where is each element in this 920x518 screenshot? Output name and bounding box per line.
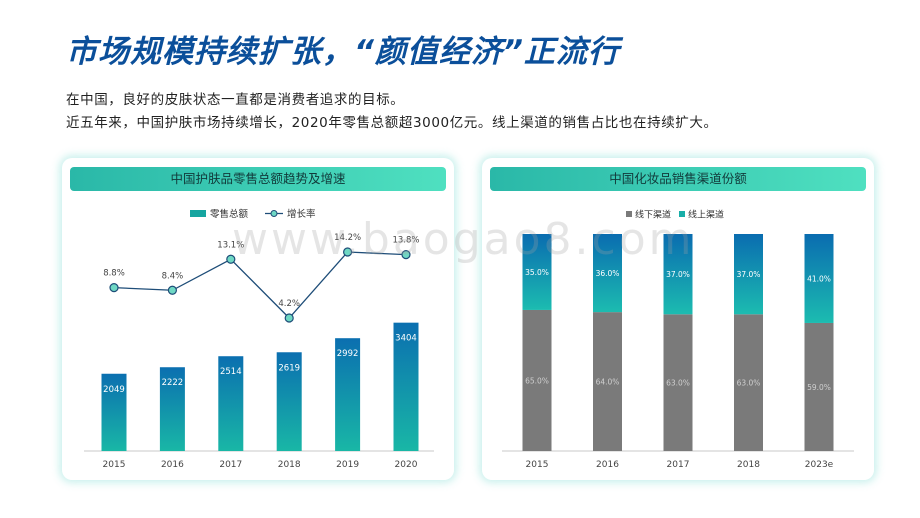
growth-line xyxy=(113,251,407,319)
legend-label-offline: 线下渠道 xyxy=(635,209,671,221)
growth-point-2017 xyxy=(226,254,236,264)
growth-point-2016 xyxy=(167,285,178,295)
x-tick-label: 2015 xyxy=(526,460,549,470)
legend-label-online: 线上渠道 xyxy=(688,209,724,221)
bar-online-2017 xyxy=(663,234,693,315)
bar-offline-2015 xyxy=(522,309,552,451)
sales-trend-chart-title: 中国护肤品零售总额趋势及增速 xyxy=(70,167,446,191)
bar-2017 xyxy=(218,356,244,451)
online-value-label: 37.0% xyxy=(737,270,761,279)
growth-value-label: 4.2% xyxy=(278,299,300,309)
online-value-label: 41.0% xyxy=(807,274,831,283)
x-tick-label: 2016 xyxy=(161,460,184,470)
x-tick-label: 2017 xyxy=(667,460,690,470)
bar-offline-2016 xyxy=(593,312,622,451)
growth-value-label: 14.2% xyxy=(334,233,361,243)
offline-value-label: 59.0% xyxy=(807,383,831,392)
channel-share-chart: 线下渠道 线上渠道 35.0% 65.0% 2015 36.0% 64.0% 2016 37.0… xyxy=(502,209,854,470)
legend-swatch-offline xyxy=(626,211,632,217)
bar-value-label: 2049 xyxy=(103,385,125,395)
legend-marker-growth xyxy=(270,210,278,217)
bar-online-2016 xyxy=(593,234,622,313)
growth-point-2020 xyxy=(401,250,411,260)
bar-2019 xyxy=(335,338,361,451)
bar-value-label: 2222 xyxy=(162,378,184,388)
x-tick-label: 2020 xyxy=(395,460,418,470)
x-tick-label: 2019 xyxy=(336,460,359,470)
bar-offline-2023e xyxy=(804,322,834,451)
bar-offline-2018 xyxy=(734,314,763,451)
growth-point-2018 xyxy=(284,313,294,323)
offline-value-label: 65.0% xyxy=(525,376,549,385)
offline-value-label: 63.0% xyxy=(737,379,761,388)
channel-share-panel: 中国化妆品销售渠道份额 线下渠道 线上渠道 35.0% 65.0% 2015 36.0% 6… xyxy=(482,158,874,480)
x-tick-label: 2018 xyxy=(278,460,301,470)
offline-value-label: 63.0% xyxy=(666,379,690,388)
intro-line-1: 在中国，良好的皮肤状态一直都是消费者追求的目标。 xyxy=(66,92,405,108)
legend-label-growth: 增长率 xyxy=(287,208,316,220)
bar-2020 xyxy=(393,322,419,451)
bar-online-2015 xyxy=(522,234,552,310)
intro-line-2: 近五年来，中国护肤市场持续增长，2020年零售总额超3000亿元。线上渠道的销售… xyxy=(66,115,718,131)
bar-value-label: 2619 xyxy=(278,363,300,373)
growth-point-2015 xyxy=(109,283,119,293)
page-title: 市场规模持续扩张，“颜值经济”正流行 xyxy=(66,34,620,70)
offline-value-label: 64.0% xyxy=(596,378,620,387)
bar-2018 xyxy=(276,352,302,451)
sales-trend-panel: 中国护肤品零售总额趋势及增速 零售总额 增长率 2049 2015 2222 2016 25… xyxy=(62,158,454,480)
x-tick-label: 2017 xyxy=(219,460,242,470)
online-value-label: 36.0% xyxy=(596,269,620,278)
growth-value-label: 8.4% xyxy=(162,271,184,281)
bar-value-label: 3404 xyxy=(395,334,417,344)
x-tick-label: 2015 xyxy=(103,460,126,470)
channel-share-chart-title: 中国化妆品销售渠道份额 xyxy=(490,167,866,191)
bar-offline-2017 xyxy=(663,314,693,451)
growth-value-label: 8.8% xyxy=(103,269,125,279)
legend-swatch-sales xyxy=(190,210,206,217)
bar-2015 xyxy=(101,373,127,451)
online-value-label: 37.0% xyxy=(666,270,690,279)
bar-value-label: 2514 xyxy=(220,367,242,377)
growth-value-label: 13.8% xyxy=(392,236,419,246)
growth-value-label: 13.1% xyxy=(217,240,244,250)
growth-point-2019 xyxy=(343,247,353,257)
bar-online-2023e xyxy=(804,234,834,323)
legend-label-sales: 零售总额 xyxy=(210,208,249,220)
bar-online-2018 xyxy=(734,234,763,315)
intro-text: 在中国，良好的皮肤状态一直都是消费者追求的目标。 近五年来，中国护肤市场持续增长… xyxy=(66,89,718,135)
x-tick-label: 2023e xyxy=(805,460,834,470)
x-tick-label: 2016 xyxy=(596,460,619,470)
bar-value-label: 2992 xyxy=(337,349,359,359)
bar-2016 xyxy=(159,367,185,451)
legend-swatch-online xyxy=(679,211,685,217)
sales-trend-chart: 零售总额 增长率 2049 2015 2222 2016 2514 2017 2619 2018 2… xyxy=(84,208,434,470)
online-value-label: 35.0% xyxy=(525,268,549,277)
x-tick-label: 2018 xyxy=(737,460,760,470)
